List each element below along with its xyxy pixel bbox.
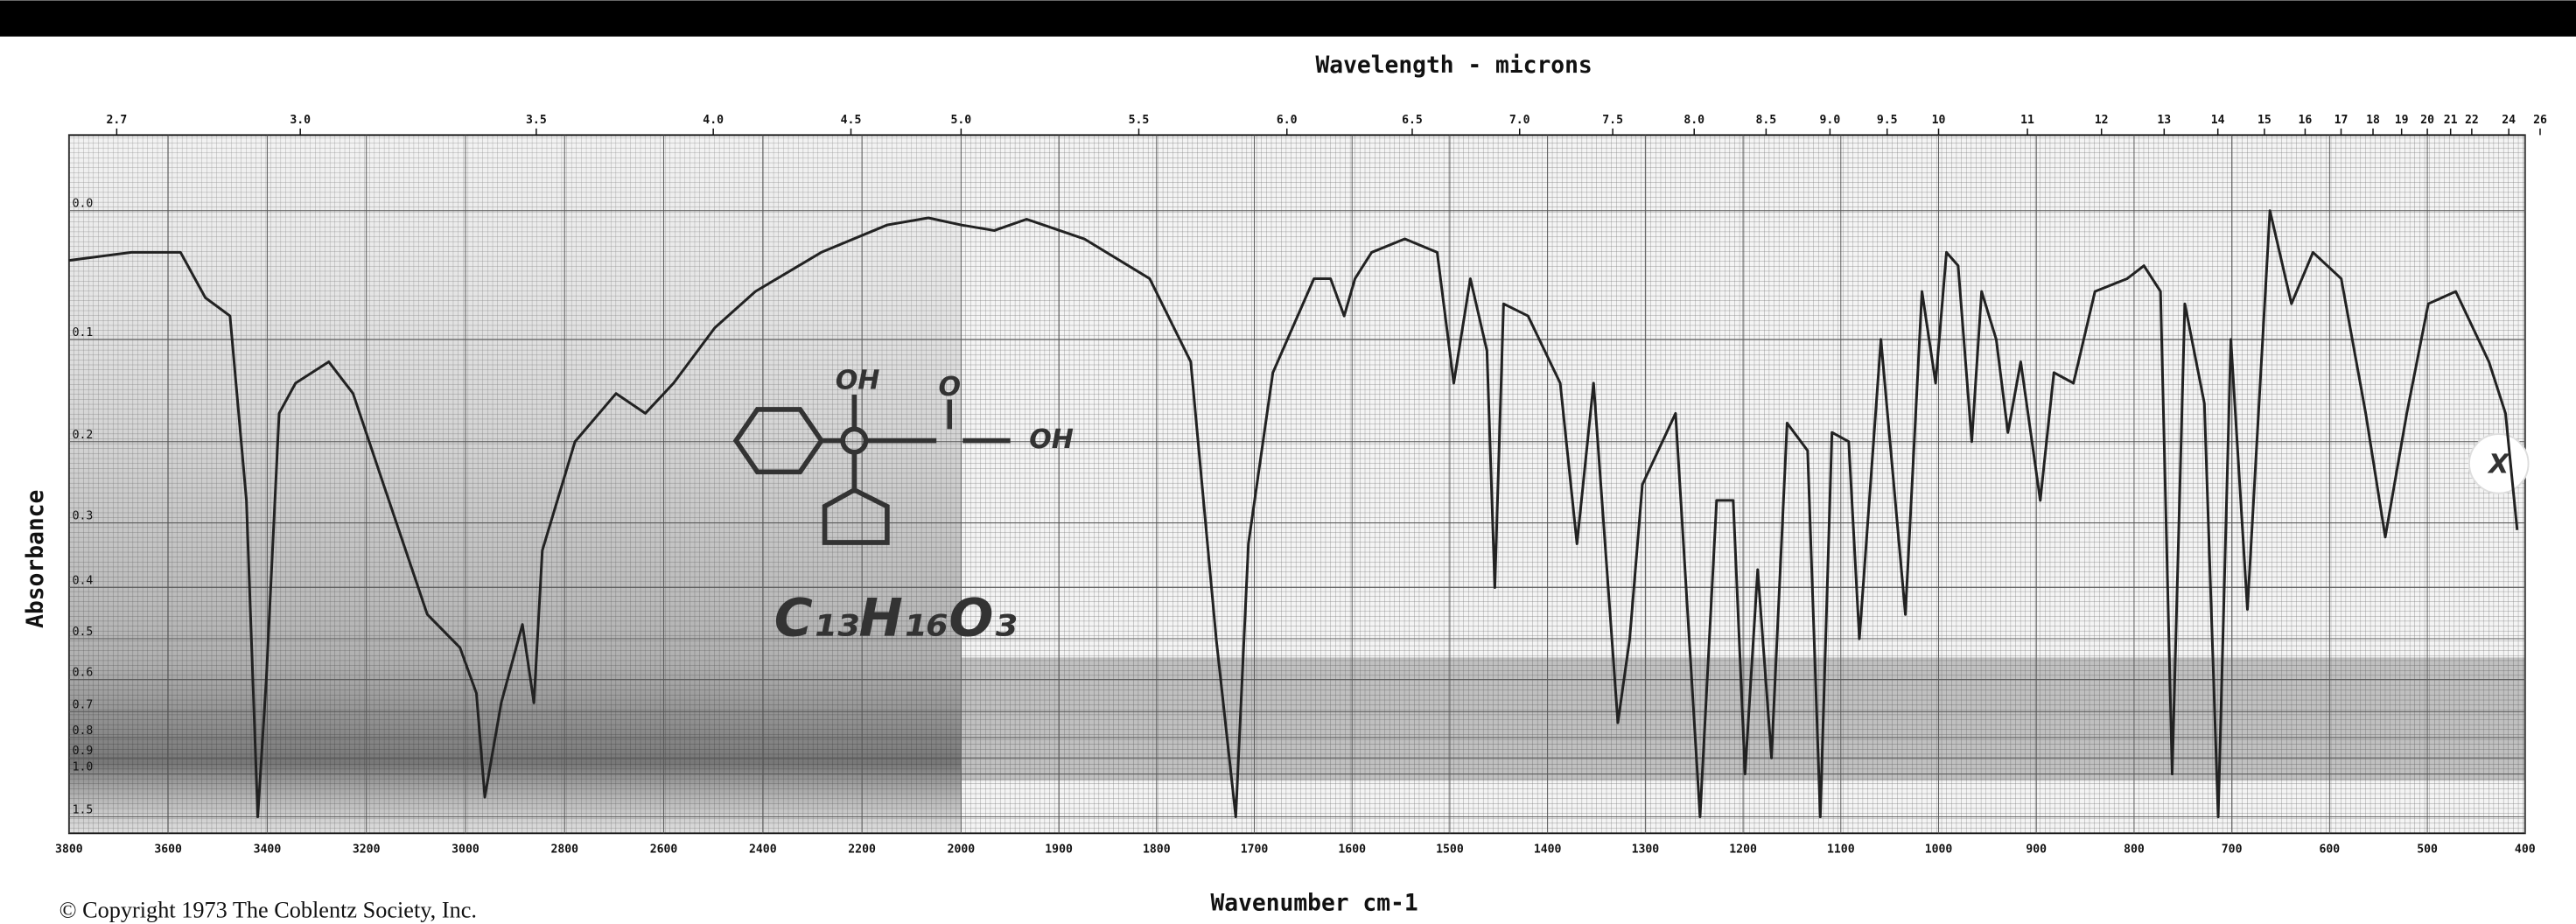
x-tick-label: 1400 <box>1534 844 1562 857</box>
x2-tick-label: 6.0 <box>1277 114 1298 127</box>
x2-tick-label: 9.0 <box>1820 114 1841 127</box>
x2-tick-label: 8.0 <box>1684 114 1704 127</box>
x2-tick-label: 17 <box>2334 114 2348 127</box>
y-tick-label: 1.0 <box>73 761 94 774</box>
structure-label: OH <box>1029 424 1074 455</box>
x2-tick-label: 16 <box>2299 114 2313 127</box>
x2-tick-label: 12 <box>2095 114 2109 127</box>
marker-circle <box>2468 433 2530 494</box>
x-tick-label: 1600 <box>1338 844 1366 857</box>
x2-tick-label: 4.0 <box>703 114 724 127</box>
x2-tick-label: 7.0 <box>1509 114 1530 127</box>
x2-tick-label: 9.5 <box>1877 114 1898 127</box>
x2-tick-label: 24 <box>2502 114 2516 127</box>
x-tick-label: 1000 <box>1925 844 1953 857</box>
x2-tick-label: 3.0 <box>290 114 311 127</box>
y-tick-label: 0.2 <box>73 429 94 442</box>
top-bar <box>0 0 2576 37</box>
x-tick-label: 2600 <box>650 844 678 857</box>
x-tick-label: 2800 <box>550 844 578 857</box>
x2-tick-label: 18 <box>2366 114 2380 127</box>
x2-tick-label: 13 <box>2157 114 2171 127</box>
spectrum-line <box>68 209 2519 819</box>
y-tick-label: 0.9 <box>73 745 94 758</box>
x2-tick-label: 22 <box>2465 114 2479 127</box>
x2-tick-label: 6.5 <box>1402 114 1423 127</box>
x-tick-label: 2000 <box>948 844 976 857</box>
y-tick-label: 0.3 <box>73 510 94 523</box>
x-tick-label: 700 <box>2222 844 2243 857</box>
y-tick-label: 0.0 <box>73 198 94 211</box>
x-tick-label: 3800 <box>55 844 83 857</box>
x2-tick-label: 10 <box>1932 114 1946 127</box>
x2-tick-label: 15 <box>2258 114 2272 127</box>
formula: C₁₃H₁₆O₃ <box>774 588 1017 649</box>
x2-tick-label: 19 <box>2395 114 2409 127</box>
x-tick-label: 800 <box>2124 844 2145 857</box>
y-axis-label: Absorbance <box>23 490 49 628</box>
y-tick-label: 0.5 <box>73 626 94 639</box>
x-tick-label: 1500 <box>1436 844 1464 857</box>
x2-tick-label: 14 <box>2211 114 2225 127</box>
plot-background <box>67 134 2526 835</box>
x-tick-label: 500 <box>2417 844 2438 857</box>
x-axis-label: Wavenumber cm-1 <box>1210 891 1418 917</box>
x-tick-label: 400 <box>2515 844 2536 857</box>
y-tick-label: 0.8 <box>73 724 94 738</box>
y-tick-label: 0.4 <box>73 574 94 587</box>
x-tick-label: 2400 <box>749 844 777 857</box>
x-tick-label: 3400 <box>254 844 282 857</box>
y-tick-label: 1.5 <box>73 804 94 817</box>
x-tick-label: 3000 <box>452 844 480 857</box>
x2-tick-label: 8.5 <box>1756 114 1777 127</box>
x2-tick-label: 4.5 <box>841 114 862 127</box>
x-tick-label: 2200 <box>848 844 876 857</box>
x-tick-label: 1800 <box>1143 844 1171 857</box>
structure <box>732 395 1011 545</box>
y-tick-label: 0.1 <box>73 326 94 340</box>
x2-tick-label: 5.5 <box>1129 114 1150 127</box>
structure-label: OH <box>836 366 880 396</box>
x-tick-label: 3200 <box>353 844 381 857</box>
x-tick-label: 1900 <box>1045 844 1073 857</box>
x-tick-label: 900 <box>2026 844 2047 857</box>
x2-tick-label: 2.7 <box>107 114 128 127</box>
x2-tick-label: 26 <box>2533 114 2547 127</box>
y-tick-label: 0.7 <box>73 698 94 711</box>
x-tick-label: 3600 <box>154 844 182 857</box>
marker-label: X <box>2487 449 2510 480</box>
x2-tick-label: 20 <box>2420 114 2434 127</box>
x2-axis-label: Wavelength - microns <box>1315 52 1592 79</box>
x2-tick-label: 5.0 <box>951 114 972 127</box>
x2-tick-label: 7.5 <box>1602 114 1623 127</box>
copyright: © Copyright 1973 The Coblentz Society, I… <box>60 897 477 922</box>
x2-tick-label: 3.5 <box>526 114 547 127</box>
x-tick-label: 1200 <box>1729 844 1757 857</box>
structure-label: O <box>938 372 961 402</box>
x2-tick-label: 11 <box>2020 114 2034 127</box>
x-tick-label: 1300 <box>1632 844 1660 857</box>
x2-tick-label: 21 <box>2444 114 2458 127</box>
x-tick-label: 1700 <box>1241 844 1269 857</box>
x-tick-label: 600 <box>2320 844 2341 857</box>
y-tick-label: 0.6 <box>73 666 94 679</box>
x-tick-label: 1100 <box>1827 844 1855 857</box>
